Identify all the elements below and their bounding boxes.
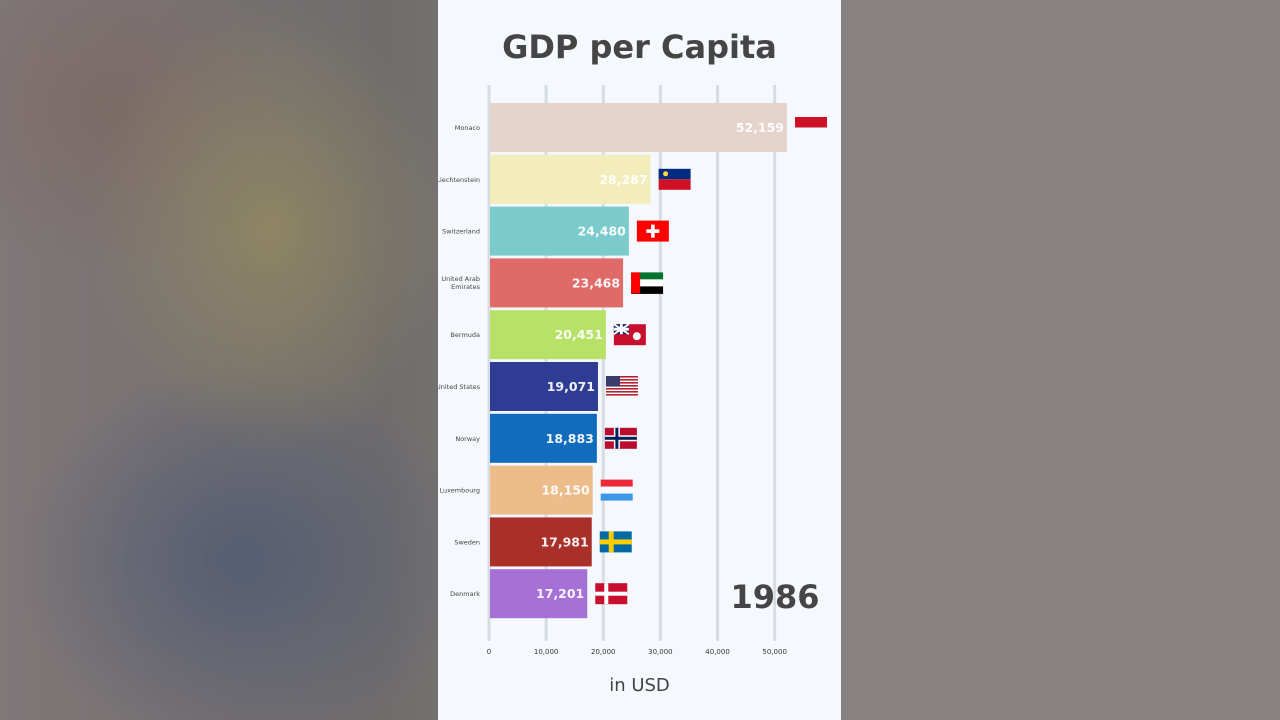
x-tick-label: 30,000: [648, 648, 673, 656]
luxembourg-flag: [600, 479, 633, 501]
bar: [490, 465, 593, 515]
category-label: Sweden: [454, 538, 480, 546]
value-label: 23,468: [572, 275, 620, 290]
video-frame: GDP per Capita 0 10,000 20,000 30,000 40,000…: [438, 0, 841, 720]
sweden-flag: [599, 531, 632, 553]
value-label: 52,159: [736, 120, 784, 135]
category-label: Luxembourg: [439, 487, 480, 495]
value-label: 24,480: [578, 224, 627, 239]
value-label: 19,071: [547, 379, 595, 394]
value-label: 18,883: [546, 431, 594, 446]
bar-chart: 0 10,000 20,000 30,000 40,000 50,000 Monaco 52,…: [438, 85, 827, 656]
chart-title: GDP per Capita: [502, 28, 777, 66]
value-label: 18,150: [541, 483, 590, 498]
category-label: Norway: [455, 435, 480, 443]
category-label: Denmark: [450, 590, 480, 598]
denmark-flag: [595, 583, 628, 605]
category-label: Monaco: [455, 124, 480, 132]
category-label: Liechtenstein: [438, 176, 480, 184]
category-label: United Arab Emirates: [441, 275, 480, 291]
value-label: 17,981: [540, 534, 588, 549]
value-label: 28,287: [599, 172, 647, 187]
bar: [490, 206, 629, 256]
bar: [490, 362, 598, 411]
x-tick-label: 50,000: [762, 648, 787, 656]
category-label: Switzerland: [442, 228, 480, 236]
monaco-flag: [795, 117, 827, 138]
x-tick-label: 0: [487, 648, 491, 656]
bar: [490, 413, 597, 463]
category-label: Bermuda: [450, 331, 480, 339]
bar: [490, 154, 651, 204]
switzerland-flag: [636, 220, 669, 242]
x-tick-label: 20,000: [591, 648, 616, 656]
uae-flag: [631, 272, 664, 294]
value-label: 20,451: [555, 327, 603, 342]
bar: [490, 569, 588, 619]
category-label: United States: [438, 383, 481, 391]
bar: [490, 517, 592, 567]
value-label: 17,201: [536, 586, 584, 601]
x-tick-label: 10,000: [534, 648, 559, 656]
bar: [490, 258, 624, 308]
bermuda-flag: [613, 323, 646, 346]
liechtenstein-flag: [658, 168, 691, 190]
bar: [490, 103, 787, 152]
x-tick-label: 40,000: [705, 648, 730, 656]
bar: [490, 310, 606, 360]
x-axis-label: in USD: [609, 675, 670, 696]
usa-flag: [605, 376, 638, 397]
blurred-background-right: [841, 0, 1280, 720]
year-label: 1986: [730, 578, 820, 616]
norway-flag: [604, 427, 637, 449]
